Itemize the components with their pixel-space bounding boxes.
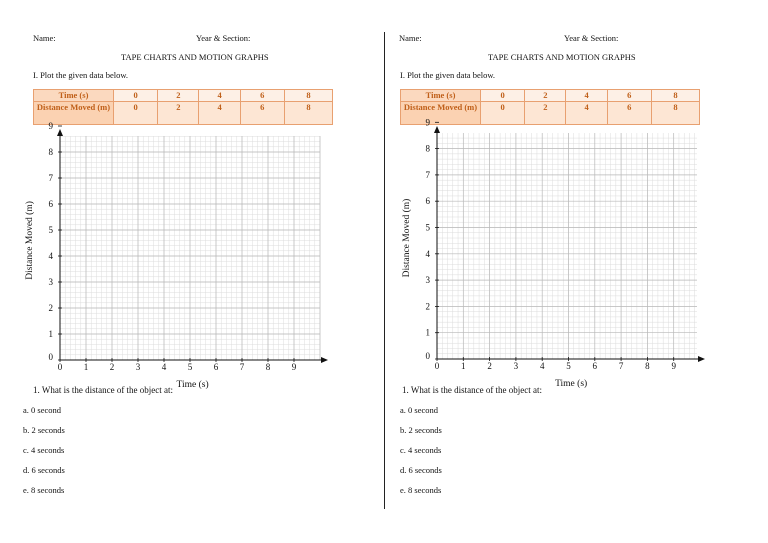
distance-cell: 6: [606, 101, 652, 125]
motion-graph: 0 1 2 3 4 5 6 7 8 9 0 1 2 3 4 5 6 7 8 9 Time (s) Distance Mov…: [401, 117, 705, 389]
y-tick-label: 7: [426, 170, 431, 180]
time-cell: 8: [283, 89, 334, 102]
y-tick-label: 3: [49, 277, 54, 287]
x-tick-label: 8: [266, 362, 271, 372]
y-tick-label: 7: [49, 173, 54, 183]
name-label: Name:: [399, 33, 422, 43]
year-section-label: Year & Section:: [564, 33, 619, 43]
x-tick-label: 2: [487, 361, 492, 371]
question: 1. What is the distance of the object at…: [402, 385, 543, 395]
x-tick-label: 0: [58, 362, 63, 372]
y-tick-label: 1: [426, 328, 431, 338]
time-header: Time (s): [33, 89, 114, 102]
x-tick-label: 5: [566, 361, 571, 371]
y-tick-label: 4: [426, 249, 431, 259]
choice-a: a. 0 second: [400, 405, 439, 415]
y-tick-label: 5: [426, 223, 431, 233]
y-tick-label: 4: [49, 251, 54, 261]
time-cell: 6: [239, 89, 285, 102]
choice-c: c. 4 seconds: [400, 445, 442, 455]
y-tick-label: 1: [49, 329, 54, 339]
y-tick-label: 0: [49, 352, 54, 362]
y-axis-arrow: [57, 129, 63, 136]
y-axis-arrow: [434, 126, 440, 133]
page-title: TAPE CHARTS AND MOTION GRAPHS: [488, 52, 636, 62]
distance-header: Distance Moved (m): [400, 101, 481, 125]
x-axis-label: Time (s): [177, 379, 209, 390]
x-axis-arrow: [698, 356, 705, 362]
x-tick-label: 3: [136, 362, 141, 372]
time-header: Time (s): [400, 89, 481, 102]
distance-cell: 0: [479, 101, 526, 125]
x-tick-label: 5: [188, 362, 193, 372]
distance-row: Distance Moved (m) 0 2 4 6 8: [33, 101, 334, 125]
y-tick-label: 5: [49, 225, 54, 235]
time-cell: 4: [198, 89, 241, 102]
y-tick-label: 8: [49, 147, 54, 157]
choice-d: d. 6 seconds: [23, 465, 65, 475]
time-cell: 4: [565, 89, 608, 102]
x-tick-label: 3: [514, 361, 519, 371]
x-tick-label: 6: [214, 362, 219, 372]
choice-b: b. 2 seconds: [23, 425, 65, 435]
y-tick-label: 2: [426, 301, 431, 311]
y-tick-label: 6: [49, 199, 54, 209]
y-tick-label: 0: [426, 351, 431, 361]
motion-graph: 0 1 2 3 4 5 6 7 8 9 0 1 2 3 4 5 6 7 8 9 Time (s) Distance Mov…: [24, 121, 328, 390]
instruction: I. Plot the given data below.: [400, 70, 496, 80]
time-cell: 0: [112, 89, 159, 102]
distance-row: Distance Moved (m) 0 2 4 6 8: [400, 101, 701, 125]
x-tick-label: 1: [461, 361, 466, 371]
x-tick-label: 8: [645, 361, 650, 371]
x-axis-arrow: [321, 357, 328, 363]
x-tick-label: 9: [671, 361, 676, 371]
data-table: Time (s) 0 2 4 6 8 Distance Moved (m) 0 …: [400, 89, 701, 125]
name-label: Name:: [33, 33, 56, 43]
distance-cell: 6: [239, 101, 285, 125]
x-tick-label: 0: [435, 361, 440, 371]
data-table: Time (s) 0 2 4 6 8 Distance Moved (m) 0 …: [33, 89, 334, 125]
x-axis-label: Time (s): [555, 378, 587, 389]
time-cell: 6: [606, 89, 652, 102]
distance-cell: 0: [112, 101, 159, 125]
x-tick-label: 9: [292, 362, 297, 372]
distance-cell: 4: [565, 101, 608, 125]
question: 1. What is the distance of the object at…: [33, 385, 174, 395]
page-divider: [384, 32, 385, 509]
y-axis-label: Distance Moved (m): [401, 199, 412, 278]
choice-d: d. 6 seconds: [400, 465, 442, 475]
distance-cell: 4: [198, 101, 241, 125]
x-tick-label: 7: [240, 362, 245, 372]
choice-b: b. 2 seconds: [400, 425, 442, 435]
y-tick-label: 9: [426, 117, 431, 127]
distance-cell: 8: [283, 101, 334, 125]
worksheet-left: Name: Year & Section: TAPE CHARTS AND MO…: [23, 33, 334, 495]
y-tick-label: 9: [49, 121, 54, 131]
distance-cell: 2: [524, 101, 567, 125]
distance-header: Distance Moved (m): [33, 101, 114, 125]
distance-cell: 8: [650, 101, 701, 125]
choice-a: a. 0 second: [23, 405, 62, 415]
page-title: TAPE CHARTS AND MOTION GRAPHS: [121, 52, 269, 62]
y-tick-label: 2: [49, 303, 54, 313]
choice-e: e. 8 seconds: [400, 485, 442, 495]
x-tick-label: 4: [162, 362, 167, 372]
choice-c: c. 4 seconds: [23, 445, 65, 455]
distance-cell: 2: [157, 101, 200, 125]
x-tick-label: 7: [619, 361, 624, 371]
time-row: Time (s) 0 2 4 6 8: [33, 89, 334, 102]
y-axis-label: Distance Moved (m): [24, 201, 35, 280]
choice-e: e. 8 seconds: [23, 485, 65, 495]
y-tick-label: 3: [426, 275, 431, 285]
x-tick-label: 1: [84, 362, 89, 372]
y-tick-label: 8: [426, 144, 431, 154]
year-section-label: Year & Section:: [196, 33, 251, 43]
x-tick-label: 4: [540, 361, 545, 371]
worksheet-right: Name: Year & Section: TAPE CHARTS AND MO…: [384, 0, 768, 543]
x-tick-label: 2: [110, 362, 115, 372]
y-tick-label: 6: [426, 196, 431, 206]
x-tick-label: 6: [593, 361, 598, 371]
instruction: I. Plot the given data below.: [33, 70, 129, 80]
